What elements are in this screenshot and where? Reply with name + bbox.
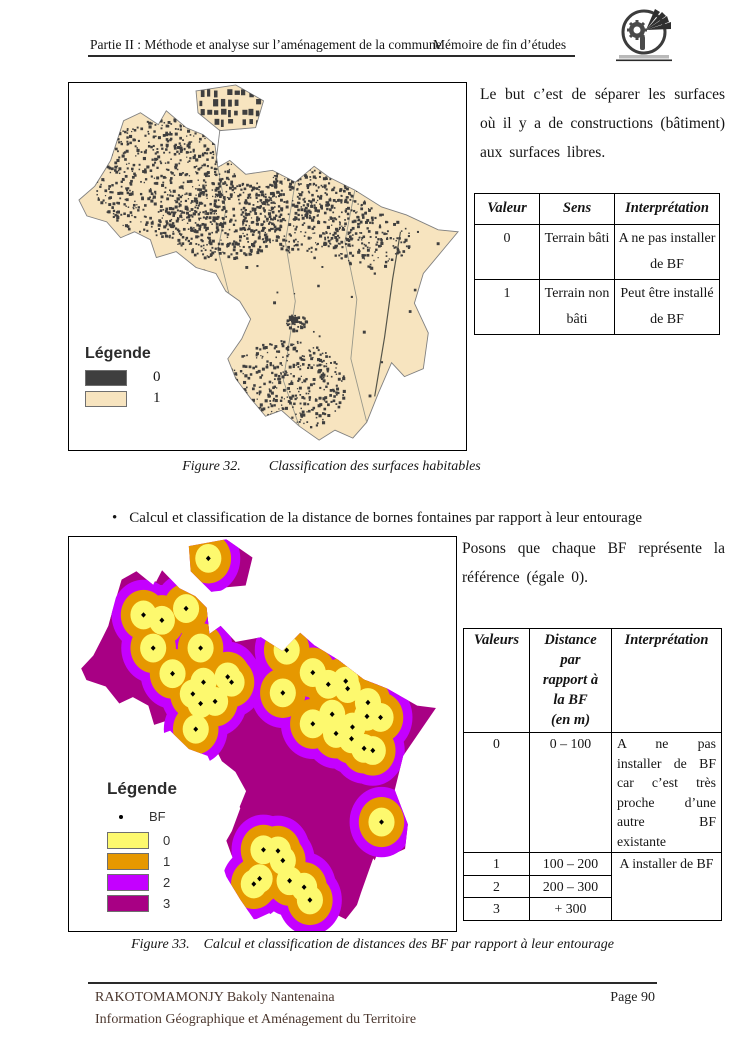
table-cell: 1 (463, 852, 530, 876)
table-cell: 1 (474, 279, 540, 335)
table-cell: 0 – 100 (529, 732, 612, 853)
legend-item: 2 (107, 874, 177, 891)
table-row: 2 200 – 300 (463, 874, 722, 898)
legend-title: Légende (85, 345, 151, 362)
surfaces-classification-map (78, 84, 459, 441)
legend-label: 2 (163, 875, 171, 890)
legend-label: 1 (163, 854, 171, 869)
table-row: 1 100 – 200 A installer de BF (463, 852, 722, 921)
legend-item: 3 (107, 895, 177, 912)
surface-values-table: Valeur Sens Interprétation 0 Terrain bât… (474, 193, 720, 335)
table-header-cell: Valeurs (463, 628, 530, 733)
bullet-item: • Calcul et classification de la distanc… (112, 510, 672, 527)
legend-items: 0 1 2 3 (107, 832, 177, 912)
legend-label: 3 (163, 896, 171, 911)
caption-label: Figure 33. (131, 937, 190, 952)
table-header-cell: Valeur (474, 193, 540, 225)
legend-label: 0 (163, 833, 171, 848)
table-cell: Terrain bâti (539, 224, 615, 280)
caption-text: Classification des surfaces habitables (268, 459, 481, 474)
footer-page-number: Page 90 (610, 990, 655, 1005)
bf-distance-map (78, 539, 436, 931)
bf-dot-icon (119, 814, 123, 819)
color-swatch (107, 874, 149, 891)
legend-label: BF (149, 809, 166, 824)
table-row: 0 0 – 100 A ne pas installer de BF car c… (463, 732, 722, 853)
table-row: 3 + 300 (463, 897, 722, 921)
table-header-cell: Sens (539, 193, 615, 225)
table-header-cell: Distance par rapport à la BF (en m) (529, 628, 612, 733)
legend-item: 0 (85, 369, 161, 386)
color-swatch (85, 369, 127, 386)
color-swatch (85, 390, 127, 407)
table-cell: Terrain non bâti (539, 279, 615, 335)
table-cell: + 300 (529, 897, 612, 921)
table-cell: 2 (463, 874, 530, 898)
table-cell: A ne pas installer de BF (614, 224, 720, 280)
legend-item: 1 (85, 390, 161, 407)
caption-text: Calcul et classification de distances de… (203, 937, 614, 952)
header-right-title: Mémoire de fin d’études (433, 37, 567, 52)
table-cell: 3 (463, 897, 530, 921)
legend-label: 1 (153, 390, 161, 406)
table-cell: A ne pas installer de BF car c’est très … (611, 732, 722, 853)
legend-item: 1 (107, 853, 177, 870)
table-header-cell: Interprétation (611, 628, 722, 733)
table-header-cell: Interprétation (614, 193, 720, 225)
figure32-side-text: Le but c’est de séparer les surfaces où … (480, 86, 725, 161)
school-logo-icon (615, 8, 673, 62)
table-cell: 200 – 300 (529, 874, 612, 898)
figure33-legend: Légende BF 0 1 2 3 (107, 779, 177, 916)
table-cell: Peut être installé de BF (614, 279, 720, 335)
bullet-text: Calcul et classification de la distance … (129, 510, 642, 526)
legend-point-item: BF (119, 809, 177, 824)
bullet-icon: • (112, 510, 118, 526)
color-swatch (107, 832, 149, 849)
legend-label: 0 (153, 369, 161, 385)
footer-rule (88, 982, 657, 984)
figure32-legend: Légende 0 1 (85, 345, 161, 407)
footer-program: Information Géographique et Aménagement … (95, 1012, 417, 1027)
color-swatch (107, 895, 149, 912)
figure33-frame: Légende BF 0 1 2 3 (68, 536, 457, 932)
caption-label: Figure 32. (182, 459, 241, 474)
table-row: 1 Terrain non bâti Peut être installé de… (474, 279, 720, 335)
legend-title: Légende (107, 779, 177, 798)
figure32-frame: Légende 0 1 (68, 82, 467, 451)
table-cell: 0 (474, 224, 540, 280)
bf-distance-table: Valeurs Distance par rapport à la BF (en… (463, 628, 722, 921)
color-swatch (107, 853, 149, 870)
legend-item: 0 (107, 832, 177, 849)
footer-author: RAKOTOMAMONJY Bakoly Nantenaina (95, 990, 335, 1005)
table-row: 0 Terrain bâti A ne pas installer de BF (474, 224, 720, 280)
header-rule (88, 55, 575, 57)
table-cell: 0 (463, 732, 530, 853)
figure32-caption: Figure 32. Classification des surfaces h… (88, 459, 575, 475)
figure33-side-text: Posons que chaque BF représente la référ… (462, 540, 725, 586)
table-cell-merged: A installer de BF (611, 852, 722, 921)
table-cell: 100 – 200 (529, 852, 612, 876)
header-left-title: Partie II : Méthode et analyse sur l’amé… (90, 37, 442, 52)
figure33-caption: Figure 33. Calcul et classification de d… (88, 937, 657, 953)
